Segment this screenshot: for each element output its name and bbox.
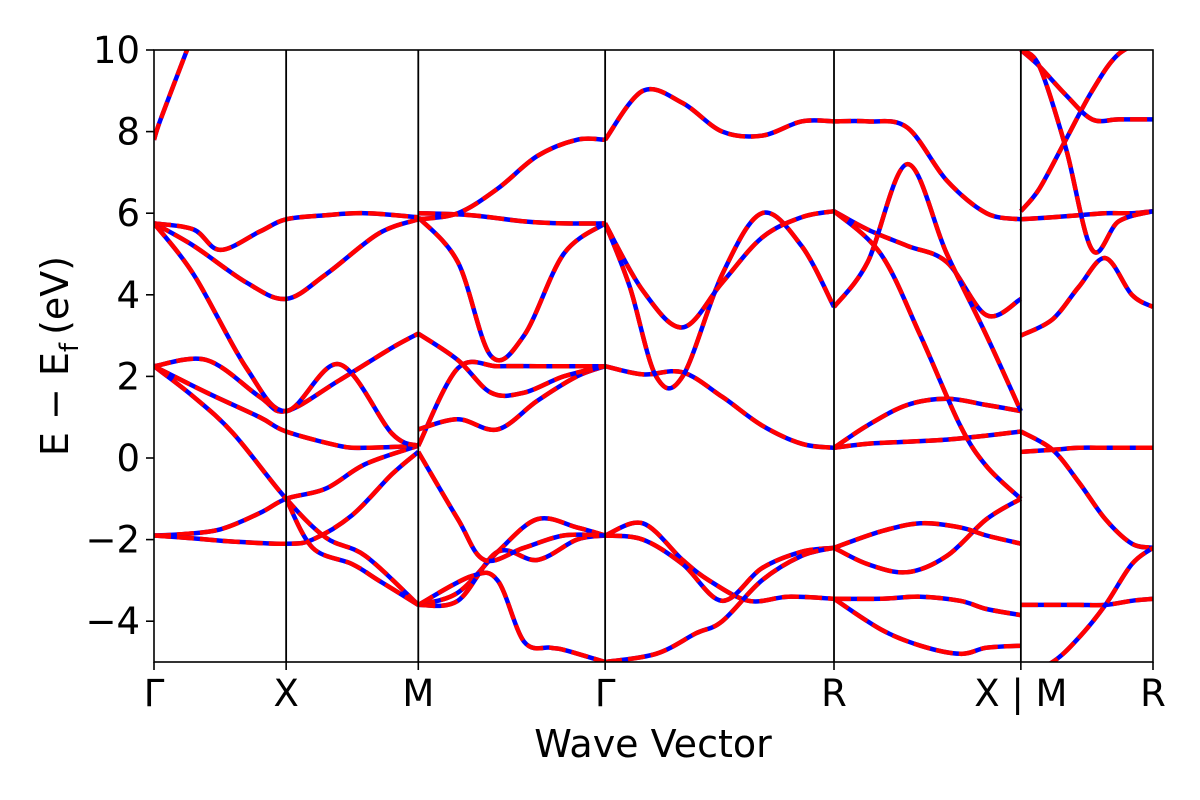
band-41-blue (1020, 445, 1153, 455)
band-22-blue (603, 210, 836, 391)
band-8-red (154, 210, 419, 253)
y-tick-label: 6 (116, 192, 140, 235)
band-43-red (1020, 596, 1153, 608)
band-45-blue (1019, 50, 1153, 124)
band-43-blue (1020, 596, 1153, 608)
y-tick-label: 10 (93, 29, 140, 72)
band-38-red (1019, 50, 1129, 213)
band-46-blue (1019, 50, 1153, 255)
band-23-red (603, 208, 835, 330)
band-26-red (604, 533, 835, 604)
band-25-red (604, 520, 835, 604)
band-16-red (417, 136, 606, 222)
band-26-blue (604, 533, 835, 604)
band-22-red (603, 210, 836, 391)
band-30-red (832, 209, 1023, 319)
band-42-red (1019, 429, 1153, 551)
band-4-red (284, 497, 420, 607)
y-axis-ticks: 10 8 6 4 2 0 −2 −4 (85, 29, 154, 643)
x-tick-label: Γ (595, 672, 616, 715)
y-tick-label: 4 (116, 274, 140, 317)
band-19-blue (416, 450, 606, 564)
band-21-blue (604, 364, 835, 451)
band-39-red (1020, 208, 1153, 222)
band-44-blue (1047, 545, 1153, 662)
x-tick-label: Γ (144, 672, 165, 715)
x-tick-label: M (402, 672, 434, 715)
band-19-red (416, 450, 606, 564)
band-44-red (1047, 545, 1153, 662)
band-35-blue (833, 520, 1022, 550)
band-36-red (833, 594, 1022, 618)
y-axis-title: E − Ef(eV) (33, 256, 85, 456)
band-34-red (832, 496, 1023, 575)
band-14-blue (416, 215, 607, 363)
y-tick-label: −4 (85, 600, 140, 643)
band-27-blue (604, 545, 835, 662)
band-10-red (154, 50, 190, 141)
band-33-red (833, 118, 1022, 222)
x-tick-label: X (273, 672, 298, 715)
band-28-red (833, 429, 1022, 451)
band-35-red (833, 520, 1022, 550)
y-tick-label: 8 (116, 111, 140, 154)
band-24-red (603, 86, 835, 142)
band-13-red (417, 331, 606, 399)
y-tick-label: −2 (85, 519, 140, 562)
band-27-red (604, 545, 835, 662)
band-20-red (417, 570, 606, 662)
band-46-red (1019, 50, 1153, 255)
k-point-lines (285, 50, 1022, 662)
band-32-red (832, 209, 1023, 501)
x-tick-label: R (1140, 672, 1166, 715)
plot-frame (153, 49, 1154, 663)
band-40-red (1019, 255, 1153, 338)
band-18-red (418, 533, 606, 609)
x-axis-ticks: Γ X M Γ R X | M R (144, 662, 1166, 715)
band-lines (154, 50, 1153, 662)
band-23-blue (603, 208, 835, 330)
band-29-red (832, 396, 1022, 450)
band-45-red (1019, 50, 1153, 124)
band-2-red (154, 450, 420, 546)
band-18-blue (418, 533, 606, 609)
band-37-red (832, 596, 1022, 657)
band-1-red (154, 443, 420, 538)
band-17-red (417, 516, 606, 608)
y-tick-label: 0 (116, 437, 140, 480)
band-21-red (604, 364, 835, 451)
x-tick-label: X | M (974, 672, 1067, 715)
band-11-red (416, 359, 606, 447)
x-axis-title: Wave Vector (534, 722, 772, 766)
band-17-blue (417, 516, 606, 608)
x-tick-label: R (821, 672, 847, 715)
band-12-red (417, 364, 606, 433)
band-14-red (416, 215, 607, 363)
y-tick-label: 2 (116, 355, 140, 398)
band-31-red (832, 161, 1023, 413)
